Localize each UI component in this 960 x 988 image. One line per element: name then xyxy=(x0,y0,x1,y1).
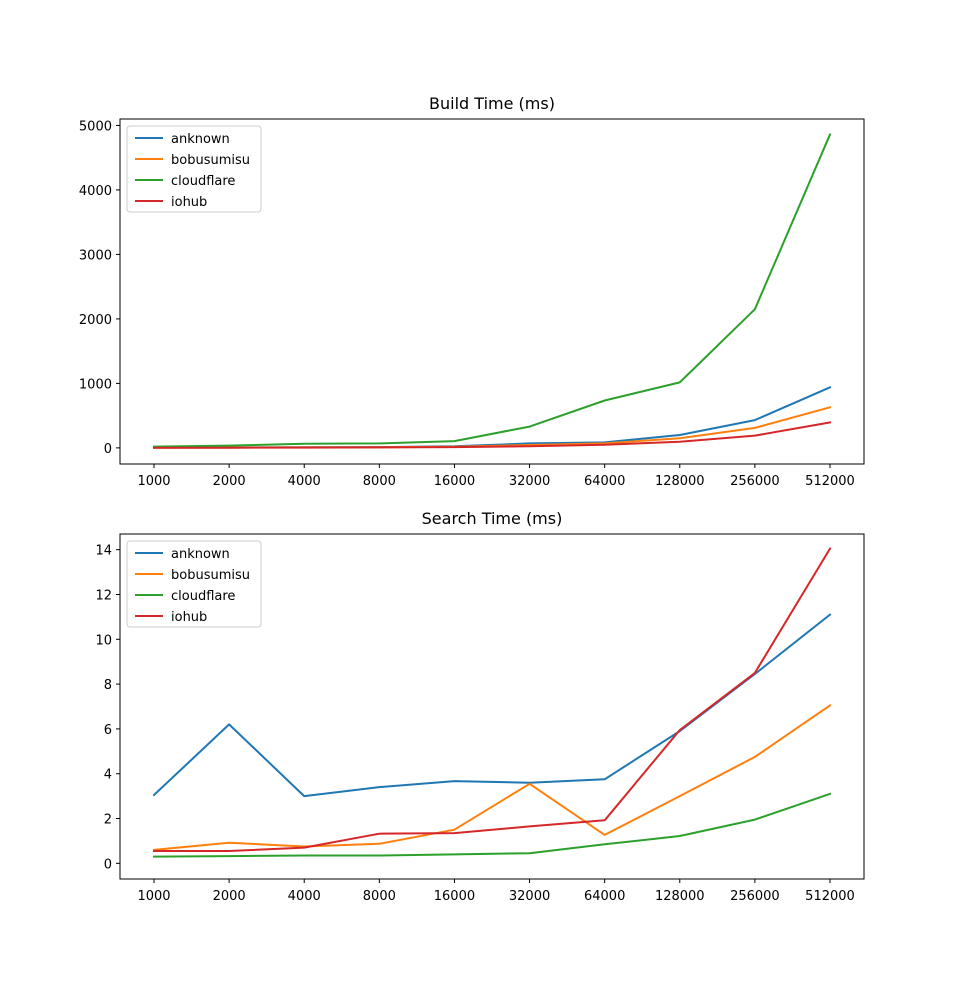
legend-box xyxy=(126,125,262,213)
legend-label-bobusumisu: bobusumisu xyxy=(171,568,250,583)
legend-label-iohub: iohub xyxy=(171,610,207,625)
y-tick-label: 0 xyxy=(104,442,112,457)
legend: anknown bobusumisu cloudflare iohub xyxy=(126,125,262,213)
series-line-cloudflare xyxy=(152,792,832,858)
x-tick-label: 2000 xyxy=(213,474,246,489)
x-tick-label: 128000 xyxy=(655,889,705,904)
legend-box xyxy=(126,540,262,628)
chart-title: Search Time (ms) xyxy=(422,509,563,528)
y-tick-label: 0 xyxy=(104,857,112,872)
x-tick-label: 256000 xyxy=(730,474,780,489)
y-tick-label: 1000 xyxy=(79,377,112,392)
legend-label-cloudflare: cloudflare xyxy=(171,174,235,189)
x-tick-label: 64000 xyxy=(584,474,625,489)
y-tick-label: 14 xyxy=(95,544,112,559)
x-tick-label: 32000 xyxy=(509,474,550,489)
x-tick-label: 8000 xyxy=(363,474,396,489)
y-tick-label: 3000 xyxy=(79,248,112,263)
legend-label-cloudflare: cloudflare xyxy=(171,589,235,604)
series-line-iohub xyxy=(153,547,832,852)
x-tick-label: 4000 xyxy=(288,474,321,489)
y-tick-label: 12 xyxy=(95,588,112,603)
chart-title: Build Time (ms) xyxy=(429,94,555,113)
x-tick-label: 512000 xyxy=(805,474,855,489)
x-tick-label: 2000 xyxy=(213,889,246,904)
build-time-chart: Build Time (ms) 1000 2000 4000 8000 16000 320… xyxy=(79,94,865,489)
x-tick-label: 4000 xyxy=(288,889,321,904)
x-tick-label: 64000 xyxy=(584,889,625,904)
y-tick-label: 5000 xyxy=(79,119,112,134)
x-tick-label: 16000 xyxy=(434,474,475,489)
plot-frame xyxy=(119,533,865,880)
x-tick-label: 1000 xyxy=(137,889,170,904)
legend-label-anknown: anknown xyxy=(171,547,230,562)
y-tick-label: 10 xyxy=(95,633,112,648)
y-tick-label: 4000 xyxy=(79,184,112,199)
legend: anknown bobusumisu cloudflare iohub xyxy=(126,540,262,628)
series-line-anknown xyxy=(152,613,832,798)
plot-frame xyxy=(119,118,865,465)
x-tick-label: 512000 xyxy=(805,889,855,904)
legend-label-bobusumisu: bobusumisu xyxy=(171,153,250,168)
series-line-cloudflare xyxy=(152,133,832,448)
series-line-bobusumisu xyxy=(152,704,832,851)
legend-label-iohub: iohub xyxy=(171,195,207,210)
x-tick-label: 32000 xyxy=(509,889,550,904)
x-tick-label: 1000 xyxy=(137,474,170,489)
x-tick-label: 16000 xyxy=(434,889,475,904)
search-time-chart: Search Time (ms) 1000 2000 4000 8000 16000 32… xyxy=(95,509,865,904)
y-tick-label: 6 xyxy=(104,723,112,738)
x-tick-label: 8000 xyxy=(363,889,396,904)
y-tick-label: 8 xyxy=(104,678,112,693)
series-line-iohub xyxy=(153,421,832,449)
y-tick-label: 2 xyxy=(104,813,112,828)
legend-label-anknown: anknown xyxy=(171,132,230,147)
y-tick-label: 2000 xyxy=(79,313,112,328)
series-line-bobusumisu xyxy=(152,406,832,449)
y-tick-label: 4 xyxy=(104,768,112,783)
x-tick-label: 256000 xyxy=(730,889,780,904)
x-tick-label: 128000 xyxy=(655,474,705,489)
